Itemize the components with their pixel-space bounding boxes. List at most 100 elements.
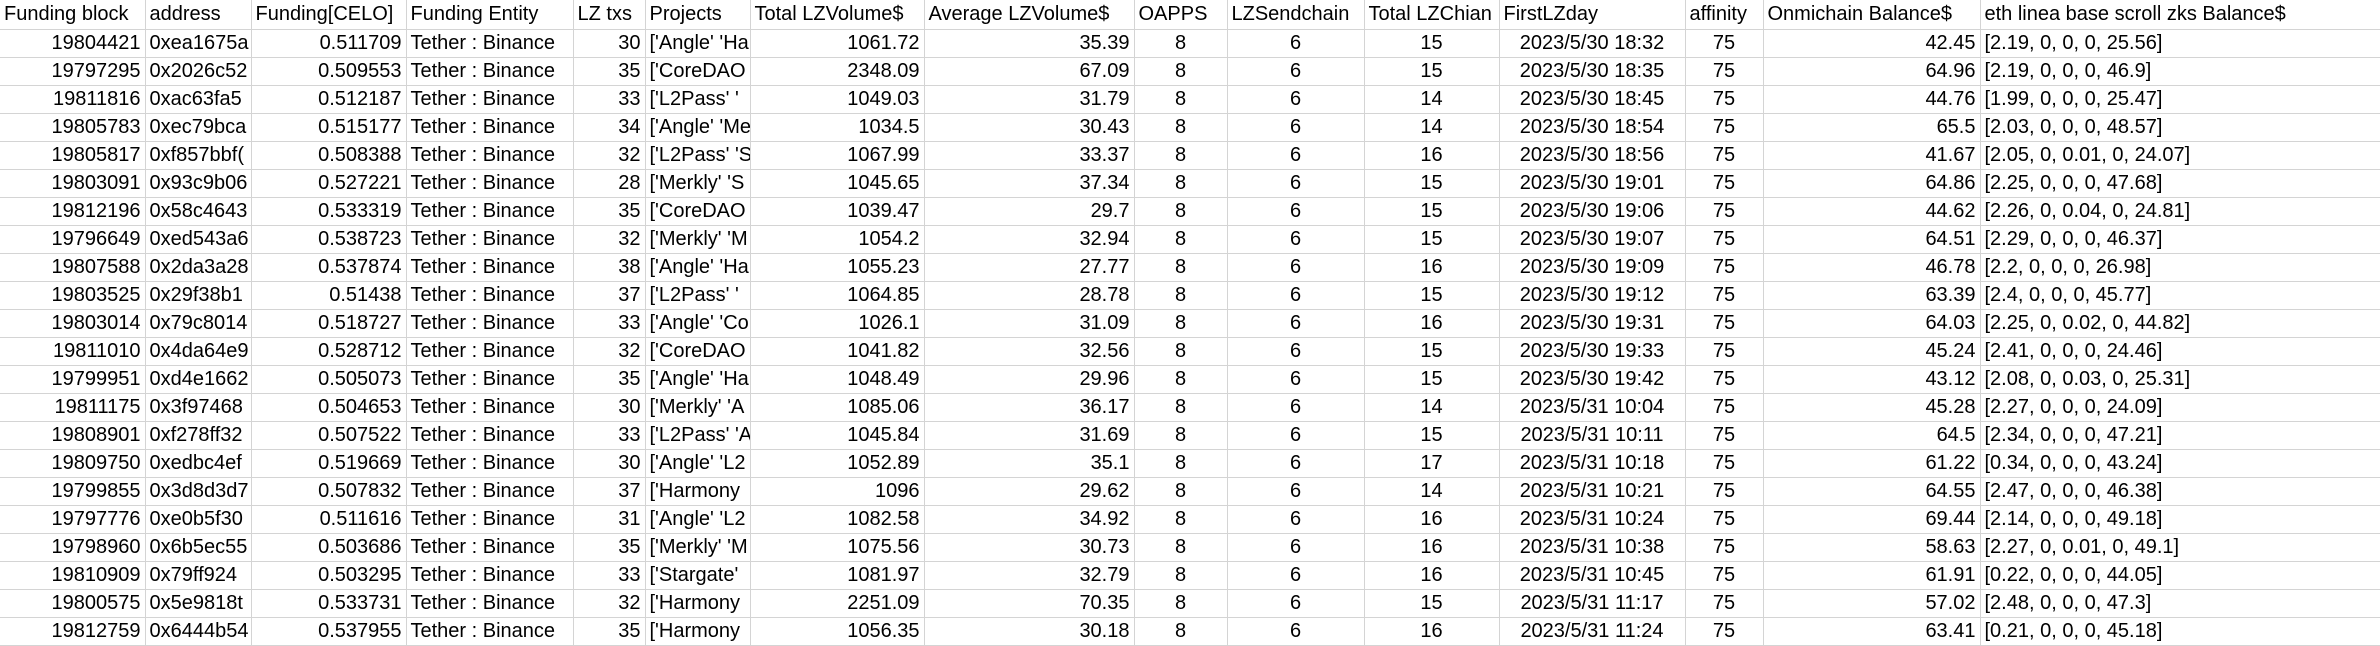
cell-funding-block[interactable]: 19797776	[0, 505, 146, 534]
cell-affinity[interactable]: 75	[1685, 477, 1764, 506]
cell-projects[interactable]: ['L2Pass' 'S	[645, 141, 751, 170]
cell-lz-txs[interactable]: 35	[573, 57, 646, 86]
cell-total-lzchian[interactable]: 15	[1364, 365, 1500, 394]
cell-average-lzvolume[interactable]: 34.92	[924, 505, 1135, 534]
cell-onmichain-balance[interactable]: 61.91	[1763, 561, 1981, 590]
cell-address[interactable]: 0x2da3a28	[145, 253, 252, 282]
cell-lz-txs[interactable]: 35	[573, 197, 646, 226]
cell-onmichain-balance[interactable]: 43.12	[1763, 365, 1981, 394]
cell-funding-entity[interactable]: Tether : Binance	[406, 561, 574, 590]
cell-average-lzvolume[interactable]: 35.39	[924, 29, 1135, 58]
cell-average-lzvolume[interactable]: 29.7	[924, 197, 1135, 226]
cell-firstlzday[interactable]: 2023/5/30 18:32	[1499, 29, 1686, 58]
cell-funding-entity[interactable]: Tether : Binance	[406, 309, 574, 338]
cell-funding-entity[interactable]: Tether : Binance	[406, 533, 574, 562]
cell-chain-balances[interactable]: [1.99, 0, 0, 0, 25.47]	[1980, 85, 2380, 114]
cell-total-lzvolume[interactable]: 1082.58	[750, 505, 925, 534]
cell-address[interactable]: 0xedbc4ef	[145, 449, 252, 478]
cell-funding-entity[interactable]: Tether : Binance	[406, 365, 574, 394]
cell-affinity[interactable]: 75	[1685, 533, 1764, 562]
column-header-total-lzvolume[interactable]: Total LZVolume$	[750, 0, 925, 30]
cell-total-lzvolume[interactable]: 1039.47	[750, 197, 925, 226]
cell-address[interactable]: 0x6444b54	[145, 617, 252, 646]
cell-funding-celo[interactable]: 0.507832	[251, 477, 407, 506]
cell-total-lzchian[interactable]: 15	[1364, 281, 1500, 310]
column-header-funding-entity[interactable]: Funding Entity	[406, 0, 574, 30]
cell-address[interactable]: 0xe0b5f30	[145, 505, 252, 534]
cell-oapps[interactable]: 8	[1134, 561, 1228, 590]
cell-funding-entity[interactable]: Tether : Binance	[406, 589, 574, 618]
cell-affinity[interactable]: 75	[1685, 337, 1764, 366]
cell-affinity[interactable]: 75	[1685, 85, 1764, 114]
cell-address[interactable]: 0x3f97468	[145, 393, 252, 422]
cell-chain-balances[interactable]: [0.34, 0, 0, 0, 43.24]	[1980, 449, 2380, 478]
cell-address[interactable]: 0x79ff924	[145, 561, 252, 590]
cell-address[interactable]: 0x79c8014	[145, 309, 252, 338]
cell-funding-block[interactable]: 19797295	[0, 57, 146, 86]
cell-funding-entity[interactable]: Tether : Binance	[406, 617, 574, 646]
cell-funding-entity[interactable]: Tether : Binance	[406, 281, 574, 310]
cell-firstlzday[interactable]: 2023/5/30 19:01	[1499, 169, 1686, 198]
cell-onmichain-balance[interactable]: 63.41	[1763, 617, 1981, 646]
cell-lz-txs[interactable]: 37	[573, 281, 646, 310]
cell-total-lzvolume[interactable]: 1054.2	[750, 225, 925, 254]
cell-chain-balances[interactable]: [2.05, 0, 0.01, 0, 24.07]	[1980, 141, 2380, 170]
cell-funding-block[interactable]: 19799855	[0, 477, 146, 506]
cell-oapps[interactable]: 8	[1134, 589, 1228, 618]
column-header-funding-celo[interactable]: Funding[CELO]	[251, 0, 407, 30]
cell-projects[interactable]: ['Angle' 'Co	[645, 309, 751, 338]
cell-projects[interactable]: ['Angle' 'Me	[645, 113, 751, 142]
cell-oapps[interactable]: 8	[1134, 29, 1228, 58]
cell-funding-celo[interactable]: 0.538723	[251, 225, 407, 254]
column-header-onmichain-balance[interactable]: Onmichain Balance$	[1763, 0, 1981, 30]
cell-firstlzday[interactable]: 2023/5/31 10:45	[1499, 561, 1686, 590]
cell-total-lzchian[interactable]: 16	[1364, 253, 1500, 282]
cell-chain-balances[interactable]: [2.29, 0, 0, 0, 46.37]	[1980, 225, 2380, 254]
cell-address[interactable]: 0x3d8d3d7	[145, 477, 252, 506]
cell-funding-block[interactable]: 19807588	[0, 253, 146, 282]
cell-funding-entity[interactable]: Tether : Binance	[406, 393, 574, 422]
cell-address[interactable]: 0x2026c52	[145, 57, 252, 86]
cell-projects[interactable]: ['Merkly' 'M	[645, 225, 751, 254]
cell-oapps[interactable]: 8	[1134, 141, 1228, 170]
cell-lz-txs[interactable]: 37	[573, 477, 646, 506]
cell-oapps[interactable]: 8	[1134, 197, 1228, 226]
cell-address[interactable]: 0x4da64e9	[145, 337, 252, 366]
cell-projects[interactable]: ['Merkly' 'A	[645, 393, 751, 422]
cell-total-lzvolume[interactable]: 1061.72	[750, 29, 925, 58]
cell-projects[interactable]: ['Angle' 'Ha	[645, 29, 751, 58]
cell-oapps[interactable]: 8	[1134, 365, 1228, 394]
cell-lzsendchain[interactable]: 6	[1227, 533, 1365, 562]
cell-address[interactable]: 0xf857bbf(	[145, 141, 252, 170]
cell-funding-entity[interactable]: Tether : Binance	[406, 197, 574, 226]
cell-total-lzvolume[interactable]: 1064.85	[750, 281, 925, 310]
cell-funding-celo[interactable]: 0.503686	[251, 533, 407, 562]
cell-funding-celo[interactable]: 0.528712	[251, 337, 407, 366]
cell-total-lzchian[interactable]: 15	[1364, 57, 1500, 86]
cell-projects[interactable]: ['Harmony	[645, 477, 751, 506]
cell-total-lzchian[interactable]: 17	[1364, 449, 1500, 478]
cell-address[interactable]: 0xd4e1662	[145, 365, 252, 394]
cell-lz-txs[interactable]: 30	[573, 393, 646, 422]
cell-chain-balances[interactable]: [2.25, 0, 0, 0, 47.68]	[1980, 169, 2380, 198]
cell-affinity[interactable]: 75	[1685, 393, 1764, 422]
cell-total-lzchian[interactable]: 16	[1364, 533, 1500, 562]
cell-firstlzday[interactable]: 2023/5/30 19:31	[1499, 309, 1686, 338]
cell-lzsendchain[interactable]: 6	[1227, 225, 1365, 254]
cell-funding-block[interactable]: 19809750	[0, 449, 146, 478]
cell-firstlzday[interactable]: 2023/5/30 19:12	[1499, 281, 1686, 310]
cell-affinity[interactable]: 75	[1685, 449, 1764, 478]
cell-funding-entity[interactable]: Tether : Binance	[406, 449, 574, 478]
cell-lzsendchain[interactable]: 6	[1227, 393, 1365, 422]
cell-projects[interactable]: ['L2Pass' '	[645, 85, 751, 114]
cell-lz-txs[interactable]: 32	[573, 225, 646, 254]
cell-lz-txs[interactable]: 33	[573, 421, 646, 450]
cell-average-lzvolume[interactable]: 31.09	[924, 309, 1135, 338]
cell-total-lzchian[interactable]: 15	[1364, 225, 1500, 254]
cell-onmichain-balance[interactable]: 69.44	[1763, 505, 1981, 534]
cell-lz-txs[interactable]: 32	[573, 589, 646, 618]
cell-firstlzday[interactable]: 2023/5/30 18:35	[1499, 57, 1686, 86]
cell-firstlzday[interactable]: 2023/5/31 10:24	[1499, 505, 1686, 534]
cell-chain-balances[interactable]: [2.47, 0, 0, 0, 46.38]	[1980, 477, 2380, 506]
cell-average-lzvolume[interactable]: 31.79	[924, 85, 1135, 114]
